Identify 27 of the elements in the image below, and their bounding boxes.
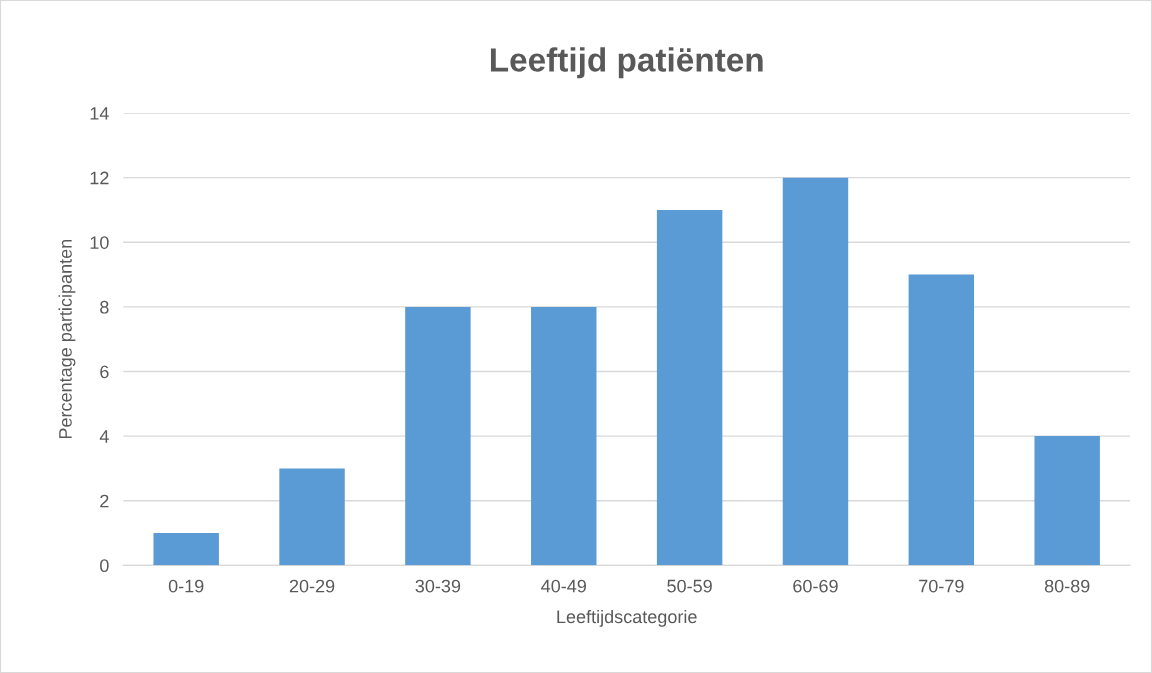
bar [908, 274, 975, 566]
y-tick-label: 12 [90, 171, 109, 185]
y-tick-label: 4 [99, 430, 109, 443]
y-tick-label: 10 [90, 236, 109, 249]
x-tick-label: 50-59 [667, 579, 712, 593]
bar [1034, 436, 1100, 566]
x-tick-label: 20-29 [289, 579, 335, 593]
bar [782, 177, 849, 566]
y-axis-title: Percentage participanten [58, 239, 76, 439]
x-tick-label: 30-39 [415, 579, 461, 593]
bar [279, 468, 345, 566]
y-tick-label: 6 [100, 365, 109, 379]
x-tick-label: 0-19 [168, 579, 204, 593]
x-tick-label: 60-69 [793, 579, 838, 593]
y-tick-label: 8 [100, 300, 109, 314]
bar [531, 306, 597, 566]
y-tick-label: 14 [90, 107, 109, 120]
x-tick-label: 40-49 [541, 579, 586, 593]
bar [656, 209, 723, 566]
bar [405, 306, 471, 566]
chart-title: Leeftijd patiënten [490, 47, 763, 79]
x-tick-label: 80-89 [1044, 579, 1090, 593]
y-tick-label: 0 [100, 559, 109, 573]
x-axis-title: Leeftijdscategorie [557, 609, 697, 627]
bar [153, 533, 219, 566]
x-tick-label: 70-79 [919, 579, 964, 593]
y-tick-label: 2 [100, 494, 109, 508]
